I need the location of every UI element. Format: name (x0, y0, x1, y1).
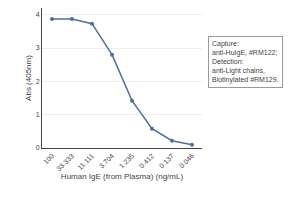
svg-text:0.046: 0.046 (178, 152, 195, 169)
svg-text:3: 3 (36, 44, 40, 51)
svg-text:0: 0 (36, 144, 40, 151)
svg-text:Human IgE (from Plasma) (ng/mL: Human IgE (from Plasma) (ng/mL) (61, 172, 184, 181)
svg-text:2: 2 (36, 78, 40, 85)
svg-text:100: 100 (42, 152, 55, 165)
svg-text:33.333: 33.333 (55, 152, 75, 172)
svg-text:Capture:anti-HuIgE, #RM122;Det: Capture:anti-HuIgE, #RM122;Detection:ant… (212, 40, 279, 84)
svg-text:0.137: 0.137 (158, 152, 175, 169)
svg-text:11.111: 11.111 (76, 152, 95, 171)
svg-text:3.704: 3.704 (98, 152, 115, 169)
svg-text:0.412: 0.412 (138, 152, 155, 169)
svg-text:Abs (405nm): Abs (405nm) (24, 55, 33, 101)
svg-text:4: 4 (36, 11, 40, 18)
svg-text:1.235: 1.235 (118, 152, 135, 169)
svg-text:1: 1 (36, 111, 40, 118)
